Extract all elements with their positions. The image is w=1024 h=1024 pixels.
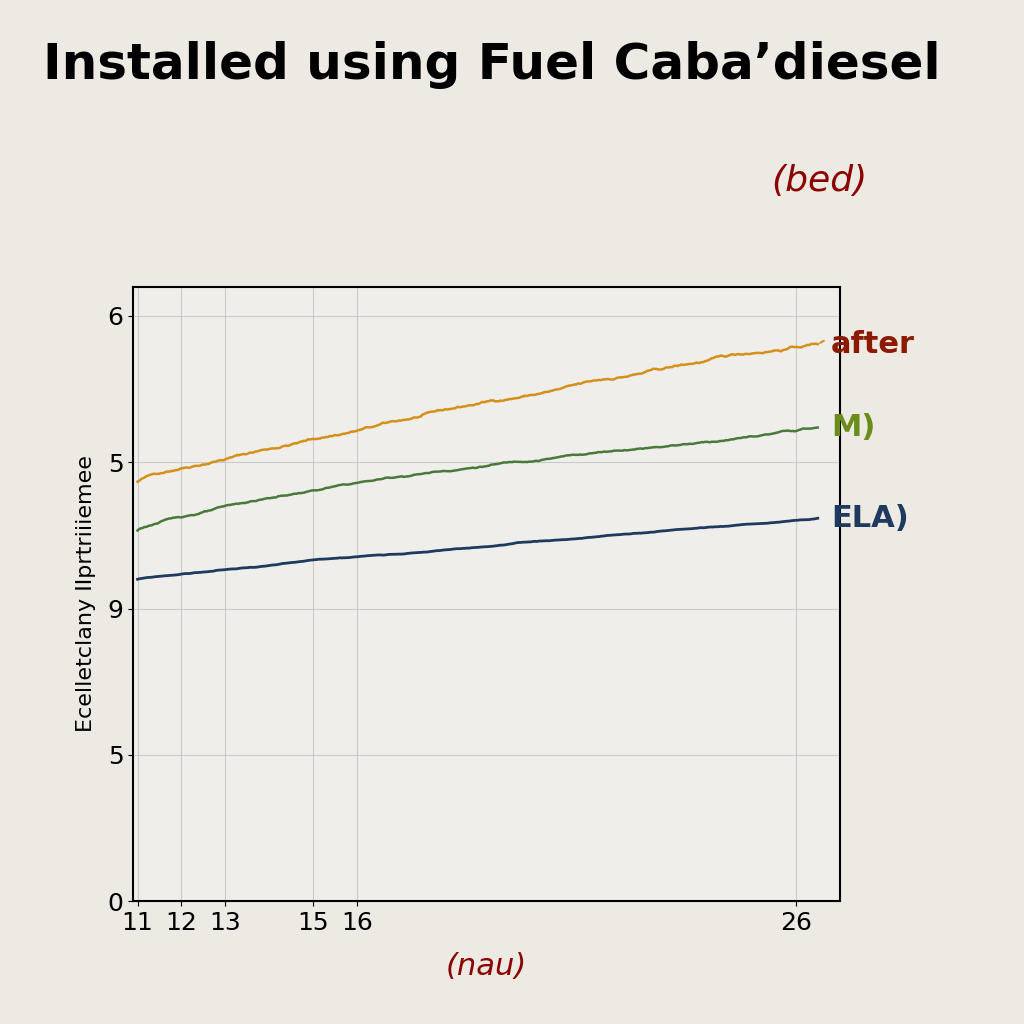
Text: M): M)	[830, 413, 876, 442]
Text: after: after	[830, 330, 914, 358]
Y-axis label: Ecelletclany IIprtriiiemee: Ecelletclany IIprtriiiemee	[76, 456, 96, 732]
Text: (bed): (bed)	[771, 164, 867, 198]
Text: ELA): ELA)	[830, 504, 908, 532]
Text: Installed using Fuel Cabaʼdiesel: Installed using Fuel Cabaʼdiesel	[43, 41, 940, 89]
X-axis label: (nau): (nau)	[445, 951, 527, 981]
